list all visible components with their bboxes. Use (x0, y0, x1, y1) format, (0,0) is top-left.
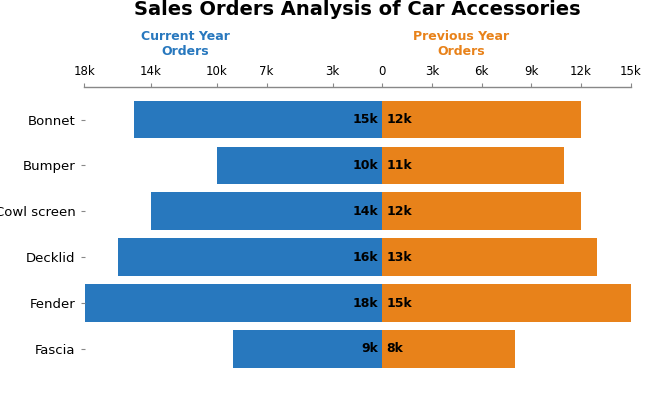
Bar (151, 193, 382, 230)
Bar (217, 146, 382, 184)
Bar (382, 193, 581, 230)
Bar (118, 238, 382, 276)
Bar (233, 330, 382, 368)
Bar (382, 101, 581, 138)
Text: 16k: 16k (352, 251, 378, 264)
Text: 10k: 10k (352, 159, 378, 172)
Bar (134, 101, 382, 138)
Text: 9k: 9k (361, 343, 378, 355)
Text: 14k: 14k (352, 205, 378, 218)
Bar (382, 146, 564, 184)
Text: 8k: 8k (387, 343, 404, 355)
Text: 13k: 13k (387, 251, 412, 264)
Text: 11k: 11k (387, 159, 412, 172)
Text: 12k: 12k (387, 205, 412, 218)
Text: Previous Year
Orders: Previous Year Orders (413, 29, 510, 58)
Title: Sales Orders Analysis of Car Accessories: Sales Orders Analysis of Car Accessories (134, 0, 581, 19)
Text: Current Year
Orders: Current Year Orders (141, 29, 229, 58)
Bar (382, 330, 515, 368)
Bar (382, 238, 597, 276)
Text: 18k: 18k (352, 297, 378, 310)
Text: 12k: 12k (387, 113, 412, 126)
Bar (84, 284, 382, 322)
Bar (382, 284, 630, 322)
Text: 15k: 15k (352, 113, 378, 126)
Text: 15k: 15k (387, 297, 412, 310)
